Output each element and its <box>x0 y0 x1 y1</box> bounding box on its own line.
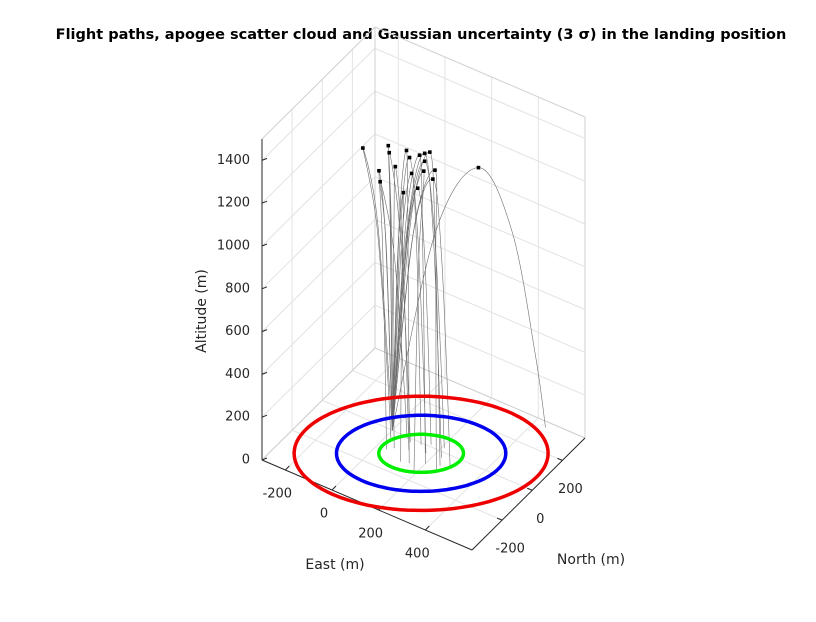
grid-line <box>261 304 376 418</box>
tick-mark <box>261 243 268 247</box>
box-edge <box>261 347 376 461</box>
tick-mark <box>557 457 563 461</box>
flight-path <box>391 187 432 445</box>
box-edge <box>261 26 376 140</box>
apogee-point <box>476 165 481 170</box>
grid-line <box>352 369 563 461</box>
y-axis <box>471 437 586 551</box>
z-tick-label: 400 <box>225 367 250 382</box>
uncertainty-contour <box>334 413 508 494</box>
y-tick-label: -200 <box>495 542 525 557</box>
tick-mark <box>424 525 430 531</box>
y-tick-label: 200 <box>558 482 583 497</box>
y-axis-label: North (m) <box>557 552 625 568</box>
tick-mark <box>261 329 268 333</box>
apogee-point <box>401 190 406 195</box>
uncertainty-contour <box>377 432 466 475</box>
grid-line <box>261 219 376 332</box>
tick-mark <box>496 517 503 521</box>
apogee-point <box>386 143 391 148</box>
grid-line <box>374 133 586 225</box>
flight-path <box>391 153 442 458</box>
flight-path <box>391 166 410 451</box>
x-tick-label: -200 <box>263 487 293 502</box>
tick-mark <box>284 465 290 471</box>
z-tick-label: 1400 <box>217 153 250 168</box>
tick-mark <box>261 414 268 418</box>
tick-mark <box>261 371 268 375</box>
apogee-point <box>431 177 435 181</box>
apogee-point <box>433 168 437 172</box>
tick-mark <box>331 485 337 491</box>
apogee-point <box>428 150 432 154</box>
flight-path <box>391 150 410 464</box>
x-tick-label: 0 <box>320 507 328 522</box>
tick-mark <box>261 457 268 461</box>
z-tick-label: 1000 <box>217 239 250 254</box>
z-tick-label: 1200 <box>217 196 250 211</box>
apogee-point <box>407 155 412 160</box>
x-axis-label: East (m) <box>305 557 364 573</box>
apogee-point <box>393 164 398 169</box>
flight-path <box>391 178 451 466</box>
chart-title: Flight paths, apogee scatter cloud and G… <box>56 27 787 43</box>
grid-line <box>374 176 586 268</box>
apogee-point <box>422 159 427 164</box>
grid-line <box>374 261 586 353</box>
tick-mark <box>261 157 268 161</box>
grid-line <box>261 262 376 375</box>
flight-path <box>391 154 426 464</box>
z-tick-label: 200 <box>225 410 250 425</box>
grid-line <box>261 90 376 204</box>
apogee-point <box>378 179 382 184</box>
grid-line <box>374 304 586 396</box>
grid-line <box>261 133 376 247</box>
apogee-point <box>409 171 414 176</box>
apogee-point <box>387 150 392 155</box>
apogee-point <box>421 169 426 173</box>
flight-path <box>391 192 404 462</box>
z-axis-label: Altitude (m) <box>194 269 210 353</box>
flight-path <box>391 167 546 431</box>
flight-path <box>379 181 408 439</box>
grid-line <box>261 176 376 290</box>
grid-line <box>261 48 376 161</box>
box-edge <box>374 347 586 439</box>
flight-path <box>391 151 441 466</box>
grid-line <box>424 417 539 531</box>
tick-mark <box>527 487 533 491</box>
grid-line <box>374 219 586 311</box>
apogee-point <box>404 148 409 153</box>
grid-line <box>284 357 399 471</box>
z-tick-label: 600 <box>225 324 250 339</box>
apogee-point <box>422 151 427 156</box>
grid-line <box>374 90 586 182</box>
grid-line <box>322 399 533 491</box>
y-tick-label: 0 <box>536 512 544 527</box>
grid-line <box>374 47 586 139</box>
apogee-point <box>377 168 381 173</box>
z-tick-label: 800 <box>225 281 250 296</box>
flight-path <box>362 147 393 439</box>
tick-mark <box>261 200 268 204</box>
apogee-point <box>361 146 365 150</box>
box-edge <box>374 26 586 118</box>
flight-path <box>391 160 445 449</box>
z-tick-label: 0 <box>242 453 250 468</box>
flight-path <box>391 157 427 454</box>
apogee-point <box>417 153 422 158</box>
x-tick-label: 200 <box>358 527 383 542</box>
flight-path <box>388 152 411 443</box>
uncertainty-contour <box>292 394 550 513</box>
tick-mark <box>261 286 268 290</box>
apogee-point <box>415 186 420 191</box>
x-tick-label: 400 <box>405 547 430 562</box>
